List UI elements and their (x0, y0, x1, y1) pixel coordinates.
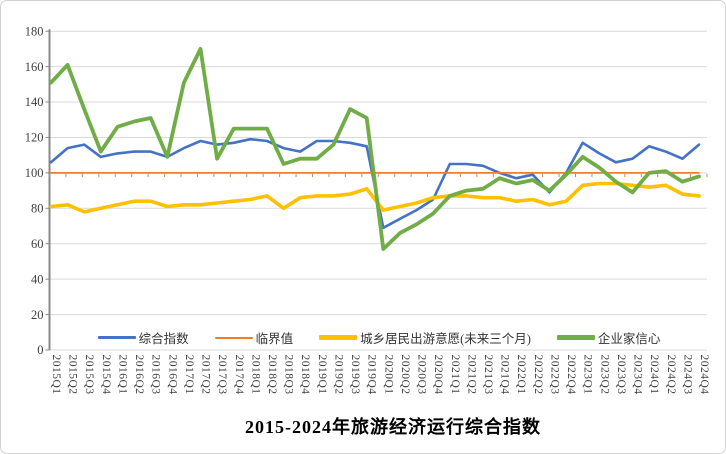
x-axis-label: 2021Q4 (499, 355, 511, 395)
x-axis-label: 2022Q1 (515, 355, 527, 395)
x-axis-label: 2020Q1 (382, 355, 394, 395)
x-axis-label: 2016Q2 (133, 355, 145, 395)
x-axis-label: 2016Q3 (150, 355, 162, 395)
y-axis-label: 180 (25, 24, 44, 38)
x-axis-label: 2018Q4 (299, 355, 311, 395)
x-axis-label: 2023Q2 (598, 355, 610, 395)
y-axis-label: 40 (31, 272, 44, 286)
x-axis-label: 2023Q4 (632, 355, 644, 395)
y-axis-label: 80 (31, 202, 44, 216)
x-axis-label: 2015Q2 (67, 355, 79, 395)
x-axis-label: 2018Q2 (266, 355, 278, 395)
y-axis-label: 140 (25, 95, 44, 109)
x-axis-label: 2017Q1 (183, 355, 195, 395)
x-axis-label: 2015Q4 (100, 355, 112, 395)
x-axis-label: 2024Q3 (681, 355, 693, 395)
x-axis-label: 2017Q3 (216, 355, 228, 395)
x-axis-label: 2020Q3 (416, 355, 428, 395)
x-axis-label: 2024Q1 (648, 355, 660, 395)
x-axis-label: 2020Q4 (432, 355, 444, 395)
x-axis-label: 2021Q3 (482, 355, 494, 395)
y-axis-label: 20 (31, 308, 44, 322)
x-axis-label: 2016Q4 (166, 355, 178, 395)
x-axis-label: 2021Q2 (465, 355, 477, 395)
x-axis-label: 2015Q1 (50, 355, 62, 395)
x-axis-label: 2021Q1 (449, 355, 461, 395)
chart-title: 2015-2024年旅游经济运行综合指数 (245, 417, 541, 437)
y-axis-label: 100 (25, 166, 44, 180)
x-axis-label: 2017Q2 (200, 355, 212, 395)
x-axis-label: 2023Q3 (615, 355, 627, 395)
x-axis-label: 2019Q4 (366, 355, 378, 395)
y-axis-label: 160 (25, 60, 44, 74)
x-axis-label: 2023Q1 (582, 355, 594, 395)
x-axis-label: 2018Q3 (283, 355, 295, 395)
x-axis-label: 2020Q2 (399, 355, 411, 395)
x-axis-label: 2019Q1 (316, 355, 328, 395)
x-axis-label: 2017Q4 (233, 355, 245, 395)
x-axis-label: 2024Q2 (665, 355, 677, 395)
x-axis-label: 2016Q1 (116, 355, 128, 395)
x-axis-label: 2019Q3 (349, 355, 361, 395)
y-axis-label: 60 (31, 237, 44, 251)
series-line-travel-intention (49, 181, 701, 214)
x-axis-label: 2024Q4 (698, 355, 710, 395)
x-axis-label: 2022Q2 (532, 355, 544, 395)
x-axis-label: 2022Q4 (565, 355, 577, 395)
x-axis-label: 2019Q2 (332, 355, 344, 395)
y-axis-label: 0 (37, 343, 43, 357)
series-line-entrepreneur-confidence (49, 47, 701, 251)
x-axis-label: 2015Q3 (83, 355, 95, 395)
x-axis-label: 2022Q3 (548, 355, 560, 395)
y-axis-label: 120 (25, 131, 44, 145)
x-axis-label: 2018Q1 (249, 355, 261, 395)
